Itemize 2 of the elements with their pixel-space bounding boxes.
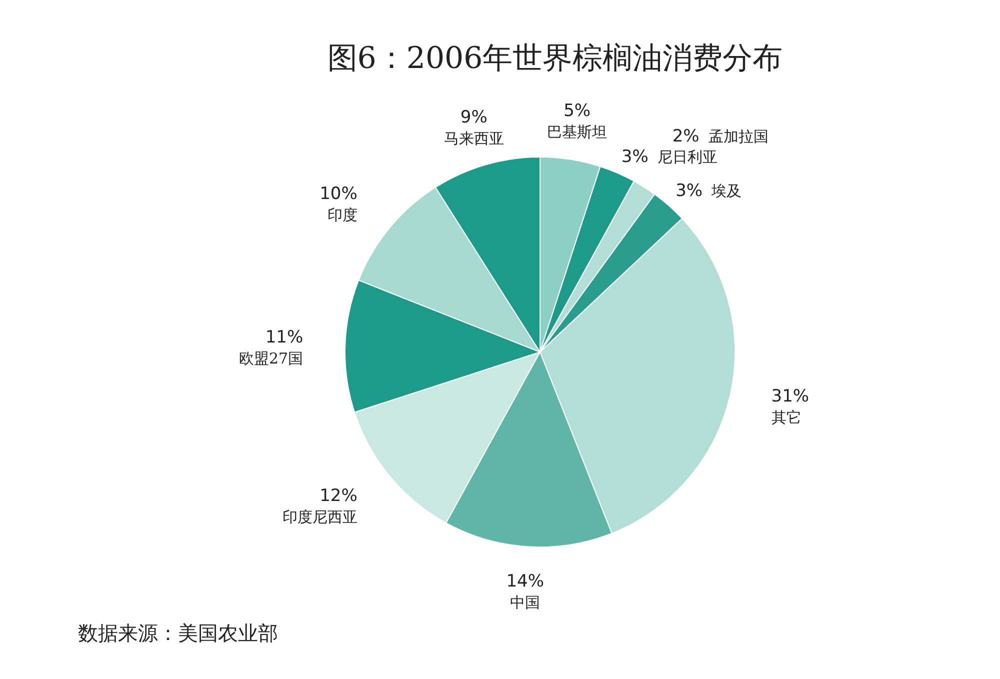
annotation: 数据来源：美国农业部 (78, 621, 278, 645)
title: 图6：2006年世界棕榈油消费分布 (327, 41, 783, 76)
